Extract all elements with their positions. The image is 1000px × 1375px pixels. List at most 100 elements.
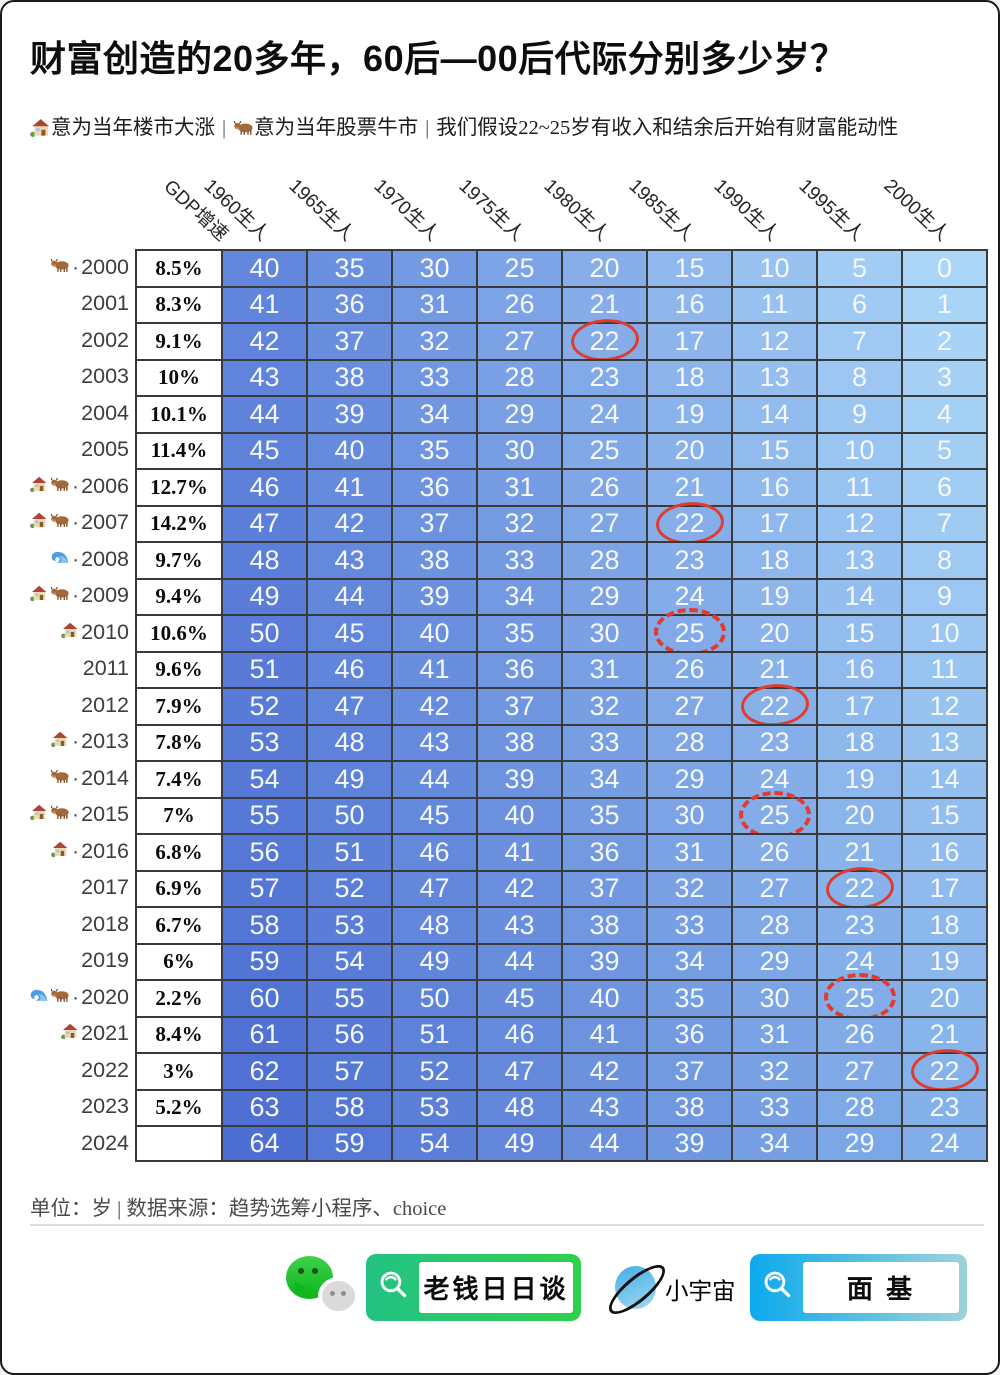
age-cell: 47 (308, 687, 393, 724)
age-cell: 37 (393, 504, 478, 541)
age-cell: 48 (393, 906, 478, 943)
year-label: 2004 (81, 400, 129, 425)
year-label: 2011 (82, 656, 129, 681)
age-cell: 44 (478, 942, 563, 979)
age-cell: 5 (818, 249, 903, 286)
age-cell: 36 (393, 468, 478, 505)
age-cell: 61 (223, 1015, 308, 1052)
age-cell: 18 (648, 358, 733, 395)
ox-icon (49, 473, 71, 499)
age-cell: 29 (478, 395, 563, 432)
age-cell: 48 (478, 1088, 563, 1125)
age-cell: 24 (903, 1125, 988, 1162)
age-cell: 21 (648, 468, 733, 505)
age-cell: 24 (733, 760, 818, 797)
age-cell: 51 (308, 833, 393, 870)
age-cell: 19 (648, 395, 733, 432)
age-cell: 36 (308, 285, 393, 322)
legend: 意为当年楼市大涨 | 意为当年股票牛市 | 我们假设22~25岁有收入和结余后开始有财富… (30, 110, 974, 140)
age-cell: 18 (903, 906, 988, 943)
age-cell: 16 (733, 468, 818, 505)
gdp-cell (137, 1125, 221, 1162)
age-cell: 18 (733, 541, 818, 578)
age-cell: 35 (563, 796, 648, 833)
age-cell: 23 (903, 1088, 988, 1125)
year-label: 2018 (81, 911, 129, 936)
age-cell: 30 (393, 249, 478, 286)
age-cell: 23 (563, 358, 648, 395)
gdp-cell: 6% (137, 942, 221, 980)
age-cell: 11 (903, 650, 988, 687)
age-cell: 52 (393, 1052, 478, 1089)
age-cell: 12 (733, 322, 818, 359)
age-cell: 31 (478, 468, 563, 505)
year-label: 2022 (81, 1057, 129, 1082)
age-cell: 54 (223, 760, 308, 797)
age-cell: 36 (478, 650, 563, 687)
age-cell: 0 (903, 249, 988, 286)
age-cell: 18 (818, 723, 903, 760)
age-cell: 22 (563, 317, 648, 364)
age-cell: 39 (648, 1125, 733, 1162)
age-cell: 27 (818, 1052, 903, 1089)
age-cell: 58 (308, 1088, 393, 1125)
gdp-cell: 5.2% (137, 1088, 221, 1126)
gdp-cell: 14.2% (137, 504, 221, 542)
age-cell: 21 (563, 285, 648, 322)
age-cell: 35 (648, 979, 733, 1016)
house-icon (49, 838, 71, 864)
age-cell: 53 (393, 1088, 478, 1125)
age-cell: 57 (223, 869, 308, 906)
age-cell: 38 (393, 541, 478, 578)
highlight-circle-dashed (653, 608, 726, 657)
gdp-cell: 2.2% (137, 979, 221, 1016)
highlight-circle-solid (569, 317, 640, 364)
age-cell: 45 (478, 979, 563, 1016)
age-cell: 49 (478, 1125, 563, 1162)
age-cell: 12 (818, 504, 903, 541)
age-cell: 41 (563, 1015, 648, 1052)
age-cell: 54 (308, 942, 393, 979)
age-cell: 51 (393, 1015, 478, 1052)
age-cell: 19 (903, 942, 988, 979)
age-cell: 26 (478, 285, 563, 322)
age-cell: 38 (478, 723, 563, 760)
age-cell: 10 (733, 249, 818, 286)
ox-icon (49, 510, 71, 536)
age-cell: 30 (478, 431, 563, 468)
age-cell: 31 (733, 1015, 818, 1052)
age-cell: 16 (903, 833, 988, 870)
age-cell: 46 (478, 1015, 563, 1052)
age-column-1990生人: 10 11 12 13 14 15 16 17 18 19 20 21 22 23 24 25 26 27 28 29… (733, 249, 818, 1162)
podcast-show-name: 面 基 (803, 1262, 959, 1313)
age-cell: 39 (308, 395, 393, 432)
age-cell: 28 (563, 541, 648, 578)
ox-icon (49, 984, 71, 1010)
age-cell: 35 (478, 614, 563, 651)
age-cell: 16 (818, 650, 903, 687)
age-cell: 38 (563, 906, 648, 943)
age-cell: 41 (393, 650, 478, 687)
gdp-cell: 9.7% (137, 541, 221, 578)
ox-icon (49, 583, 71, 609)
age-cell: 54 (393, 1125, 478, 1162)
age-cell: 44 (563, 1125, 648, 1162)
age-cell: 50 (393, 979, 478, 1016)
age-cell: 29 (818, 1125, 903, 1162)
year-label: 2002 (81, 327, 129, 352)
age-cell: 35 (308, 249, 393, 286)
year-label: 2012 (81, 692, 129, 717)
highlight-circle-solid (739, 682, 810, 729)
age-cell: 43 (563, 1088, 648, 1125)
gdp-cell: 8.3% (137, 285, 221, 323)
age-cell: 44 (308, 577, 393, 614)
age-cell: 47 (223, 504, 308, 541)
age-cell: 45 (393, 796, 478, 833)
age-cell: 34 (393, 395, 478, 432)
age-cell: 47 (393, 869, 478, 906)
age-cell: 41 (478, 833, 563, 870)
age-column-1995生人: 5 6 7 8 9 10 11 12 13 14 15 16 17 18 19 20 21 22 23 24 25 26 2… (818, 249, 903, 1162)
age-cell: 32 (393, 322, 478, 359)
age-cell: 16 (648, 285, 733, 322)
age-cell: 59 (308, 1125, 393, 1162)
